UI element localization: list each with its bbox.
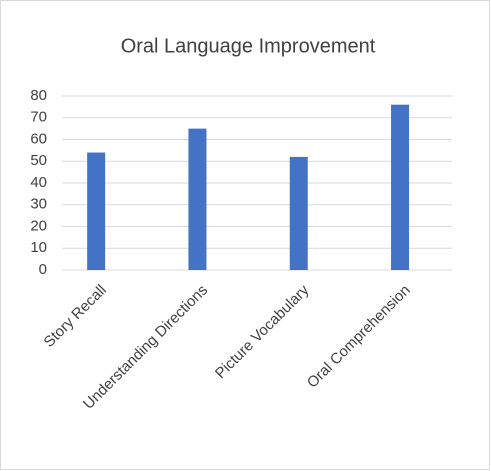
y-tick-label: 10 [30,239,47,256]
y-tick-label: 60 [30,130,47,147]
y-tick-label: 0 [39,261,47,278]
y-tick-label: 80 [30,87,47,104]
chart-title: Oral Language Improvement [121,35,376,57]
y-tick-label: 30 [30,196,47,213]
y-tick-label: 50 [30,152,47,169]
bar [289,156,308,270]
bar [87,152,106,270]
y-tick-label: 70 [30,109,47,126]
bar [391,104,410,270]
y-tick-label: 40 [30,174,47,191]
bar [188,128,207,270]
y-tick-label: 20 [30,217,47,234]
